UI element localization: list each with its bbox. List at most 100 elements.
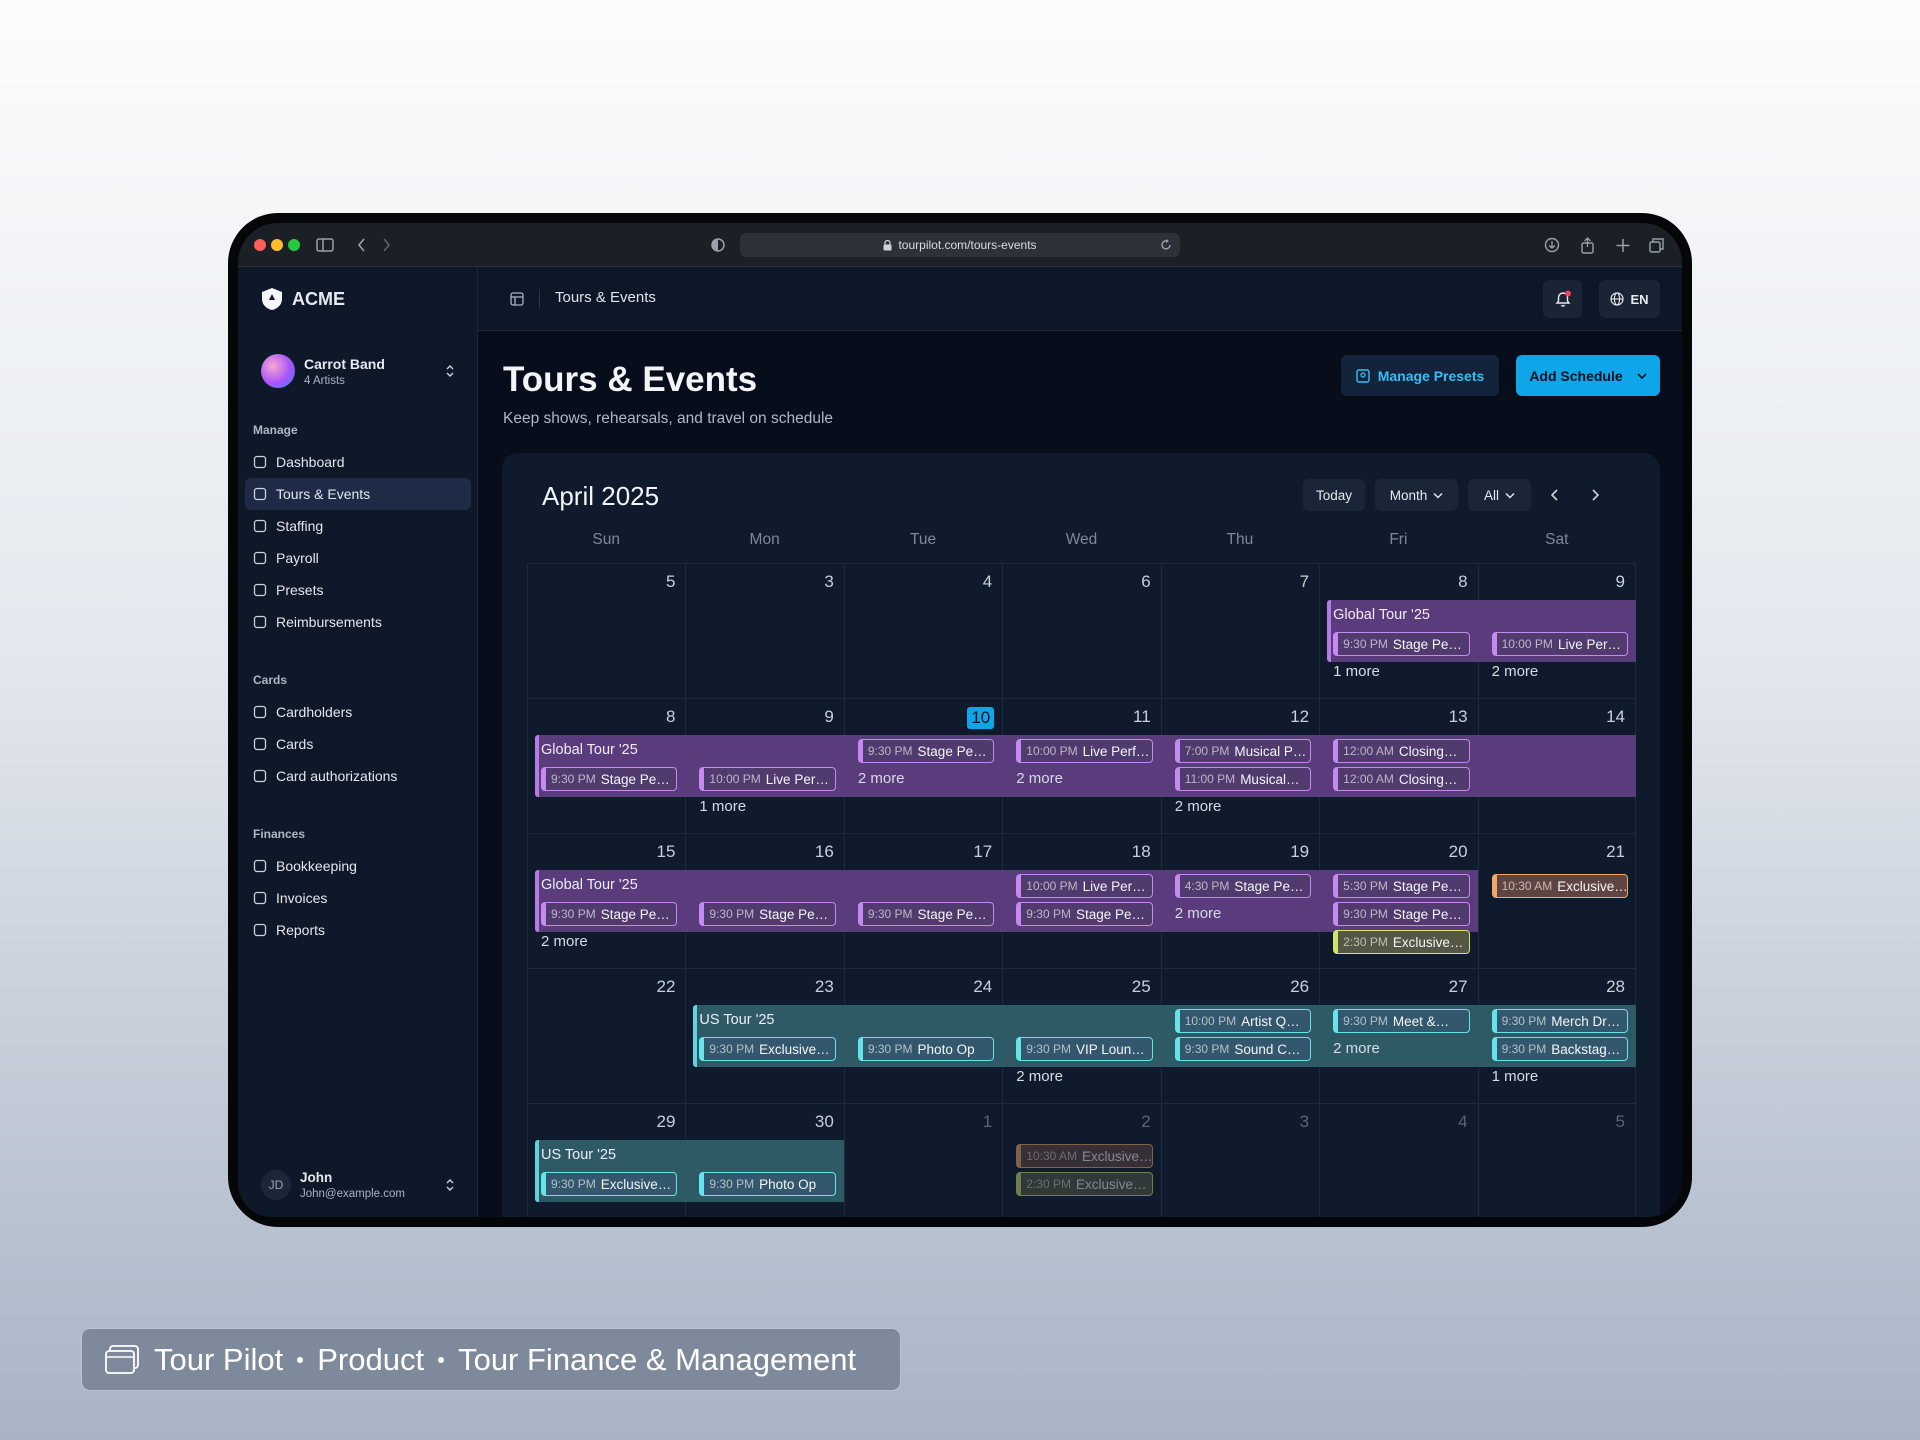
day-cell[interactable]: 22	[527, 968, 686, 1103]
nav-item[interactable]: Payroll	[245, 542, 471, 574]
zoom-button[interactable]	[288, 239, 300, 251]
event-chip[interactable]: 9:30 PM Stage Pe…	[1333, 902, 1470, 926]
more-link[interactable]: 2 more	[1016, 1068, 1063, 1085]
day-cell[interactable]: 5	[527, 563, 686, 698]
event-chip[interactable]: 10:30 AM Exclusive…	[1016, 1144, 1153, 1168]
nav-item[interactable]: Card authorizations	[245, 760, 471, 792]
previous-month[interactable]	[1550, 488, 1560, 502]
more-link[interactable]: 2 more	[1174, 798, 1222, 815]
event-chip[interactable]: 9:30 PM Sound C…	[1174, 1037, 1312, 1061]
event-chip[interactable]: 10:00 PM Live Perf…	[1016, 739, 1153, 763]
nav-item[interactable]: Presets	[245, 574, 471, 606]
day-cell[interactable]: 3	[685, 563, 844, 698]
sidebar-toggle[interactable]	[316, 237, 334, 253]
event-chip[interactable]: 10:00 PM Live Per…	[1491, 632, 1628, 656]
event-chip[interactable]: 7:00 PM Musical P…	[1174, 739, 1312, 763]
team-switcher[interactable]: Carrot Band 4 Artists	[252, 351, 464, 391]
toolbar-actions[interactable]	[1544, 237, 1664, 255]
next-month[interactable]	[1590, 488, 1600, 502]
privacy-icon[interactable]	[710, 237, 726, 253]
day-cell[interactable]: 29	[527, 1103, 686, 1217]
day-cell[interactable]: 3	[1160, 1103, 1320, 1217]
event-chip[interactable]: 9:30 PM Exclusive…	[541, 1172, 678, 1196]
more-link[interactable]: 1 more	[1491, 1068, 1539, 1085]
more-link[interactable]: 2 more	[1016, 770, 1063, 787]
more-link[interactable]: 2 more	[1333, 1040, 1380, 1057]
address-bar[interactable]: tourpilot.com/tours-events	[740, 233, 1180, 257]
user-menu[interactable]: JD John John@example.com	[252, 1167, 464, 1203]
day-cell[interactable]: 6	[1002, 563, 1161, 698]
event-chip[interactable]: 9:30 PM Stage Pe…	[857, 739, 995, 763]
event-chip[interactable]: 12:00 AM Closing…	[1333, 739, 1470, 763]
event-chip[interactable]: 12:00 AM Closing…	[1333, 767, 1470, 791]
day-cell[interactable]: 4	[1319, 1103, 1478, 1217]
event-chip[interactable]: 9:30 PM Stage Pe…	[541, 767, 678, 791]
notifications-button[interactable]	[1543, 280, 1582, 318]
add-schedule-button[interactable]: Add Schedule	[1516, 355, 1660, 396]
event-chip[interactable]: 9:30 PM Merch Dr…	[1491, 1009, 1628, 1033]
nav-item[interactable]: Dashboard	[245, 446, 471, 478]
day-cell[interactable]: 5	[1477, 1103, 1636, 1217]
day-cell[interactable]: 15	[527, 833, 686, 968]
brand[interactable]: ACME	[261, 287, 345, 311]
event-chip[interactable]: 9:30 PM Photo Op	[699, 1172, 836, 1196]
event-chip[interactable]: 9:30 PM Meet &…	[1333, 1009, 1470, 1033]
event-chip[interactable]: 5:30 PM Stage Pe…	[1333, 874, 1470, 898]
more-link[interactable]: 2 more	[857, 770, 905, 787]
day-cell[interactable]: 1	[843, 1103, 1003, 1217]
day-cell[interactable]: 8	[1319, 563, 1478, 698]
tour-band-label[interactable]: Global Tour '25	[1333, 607, 1430, 623]
event-chip[interactable]: 9:30 PM VIP Loun…	[1016, 1037, 1153, 1061]
day-cell[interactable]: 23	[685, 968, 844, 1103]
event-chip[interactable]: 9:30 PM Photo Op	[857, 1037, 995, 1061]
day-cell[interactable]: 7	[1160, 563, 1320, 698]
layout-icon[interactable]	[510, 292, 524, 306]
nav-item[interactable]: Cards	[245, 728, 471, 760]
day-cell[interactable]: 21	[1477, 833, 1636, 968]
nav-arrows[interactable]	[356, 237, 396, 253]
more-link[interactable]: 2 more	[1491, 663, 1539, 680]
view-select[interactable]: Month	[1375, 479, 1458, 511]
language-button[interactable]: EN	[1599, 280, 1660, 318]
event-title: Stage Pe…	[759, 906, 829, 922]
event-chip[interactable]: 10:30 AM Exclusive…	[1491, 874, 1628, 898]
more-link[interactable]: 1 more	[1333, 663, 1380, 680]
nav-item[interactable]: Reports	[245, 914, 471, 946]
event-chip[interactable]: 10:00 PM Live Per…	[699, 767, 836, 791]
nav-item[interactable]: Tours & Events	[245, 478, 471, 510]
event-chip[interactable]: 9:30 PM Exclusive…	[699, 1037, 836, 1061]
more-link[interactable]: 2 more	[1174, 905, 1222, 922]
more-link[interactable]: 2 more	[541, 933, 588, 950]
day-cell[interactable]: 8	[527, 698, 686, 833]
nav-item[interactable]: Staffing	[245, 510, 471, 542]
day-cell[interactable]: 4	[843, 563, 1003, 698]
nav-item[interactable]: Invoices	[245, 882, 471, 914]
day-cell[interactable]: 2	[1002, 1103, 1161, 1217]
event-chip[interactable]: 9:30 PM Stage Pe…	[1016, 902, 1153, 926]
event-chip[interactable]: 9:30 PM Backstag…	[1491, 1037, 1628, 1061]
nav-item[interactable]: Reimbursements	[245, 606, 471, 638]
tour-band-label[interactable]: US Tour '25	[541, 1147, 617, 1163]
event-chip[interactable]: 9:30 PM Stage Pe…	[541, 902, 678, 926]
event-chip[interactable]: 2:30 PM Exclusive…	[1016, 1172, 1153, 1196]
reload-icon[interactable]	[1160, 239, 1172, 251]
event-chip[interactable]: 9:30 PM Stage Pe…	[1333, 632, 1470, 656]
event-chip[interactable]: 9:30 PM Stage Pe…	[857, 902, 995, 926]
manage-presets-button[interactable]: Manage Presets	[1341, 355, 1499, 396]
event-chip[interactable]: 4:30 PM Stage Pe…	[1174, 874, 1312, 898]
tour-band-label[interactable]: US Tour '25	[699, 1012, 775, 1028]
more-link[interactable]: 1 more	[699, 798, 747, 815]
nav-item[interactable]: Bookkeeping	[245, 850, 471, 882]
tour-band-label[interactable]: Global Tour '25	[541, 877, 638, 893]
event-chip[interactable]: 2:30 PM Exclusive…	[1333, 930, 1470, 954]
minimize-button[interactable]	[271, 239, 283, 251]
event-chip[interactable]: 11:00 PM Musical…	[1174, 767, 1312, 791]
tour-band-label[interactable]: Global Tour '25	[541, 742, 638, 758]
event-chip[interactable]: 9:30 PM Stage Pe…	[699, 902, 836, 926]
event-chip[interactable]: 10:00 PM Live Per…	[1016, 874, 1153, 898]
today-button[interactable]: Today	[1303, 479, 1365, 511]
filter-select[interactable]: All	[1468, 479, 1531, 511]
event-chip[interactable]: 10:00 PM Artist Q…	[1174, 1009, 1312, 1033]
close-button[interactable]	[254, 239, 266, 251]
nav-item[interactable]: Cardholders	[245, 696, 471, 728]
